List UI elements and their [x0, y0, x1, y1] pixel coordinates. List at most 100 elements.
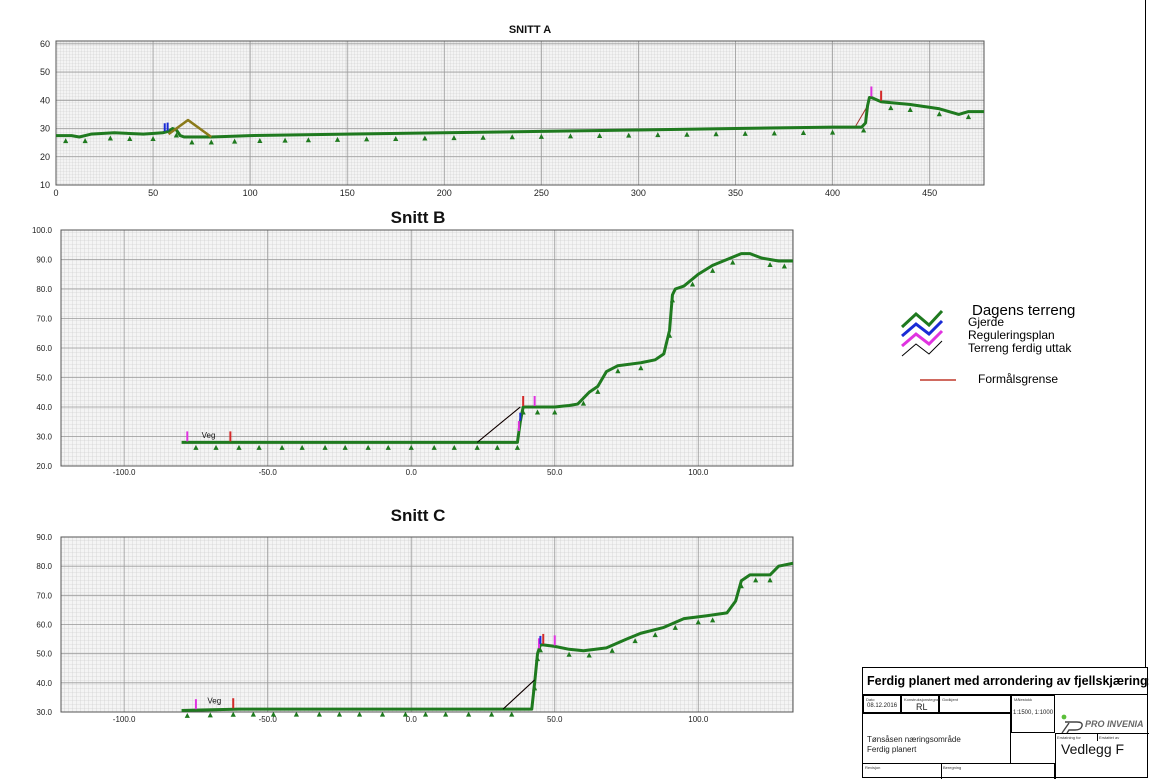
replaced-label: Erstattet av	[1099, 735, 1120, 740]
chart-0: 0 50 100 150 200 250 300 350 400 450 10 20 30 40 50 60 S…	[40, 24, 985, 198]
terrain-marker	[364, 136, 370, 142]
terrain-marker	[800, 130, 807, 136]
y-tick-label: 80.0	[36, 562, 52, 571]
terrain-marker	[443, 711, 449, 717]
terrain-marker	[322, 444, 328, 450]
date-value: 08.12.2016	[867, 703, 898, 709]
pro-invenia-logo: PRO INVENIA	[1059, 714, 1144, 734]
x-tick-label: -50.0	[259, 468, 278, 477]
drawn-cell: Konstruksjonstegnet RL	[901, 695, 940, 713]
terrain-marker	[393, 135, 399, 141]
terrain-marker	[422, 135, 428, 141]
plot-border	[60, 536, 794, 713]
legend-swatches	[900, 309, 956, 381]
x-tick-label: -50.0	[259, 715, 278, 724]
terrain-marker	[596, 133, 603, 139]
legend-label-terreng-ferdig-uttak: Terreng ferdig uttak	[968, 341, 1072, 355]
y-tick-label: 80.0	[36, 285, 52, 294]
series-line-terreng-ferdig-uttak	[502, 679, 535, 710]
terrain-marker	[965, 114, 972, 120]
terrain-marker	[293, 711, 299, 717]
legend-swatch-dagens-terreng	[900, 309, 944, 329]
scale-label: Målestokk	[1014, 697, 1033, 702]
chart-2: -100.0 -50.0 0.0 50.0 100.0 30.0 40.0 50.0 60.0 7…	[36, 506, 794, 724]
terrain-marker	[767, 262, 773, 267]
terrain-marker	[299, 444, 305, 450]
terrain-marker	[257, 137, 263, 143]
terrain-marker	[666, 332, 673, 338]
chart-title: Snitt C	[391, 506, 446, 525]
drawn-value: RL	[916, 702, 928, 712]
y-tick-label: 20.0	[36, 462, 52, 471]
series-line-dagens-terreng	[181, 561, 794, 713]
y-tick-label: 30	[40, 124, 50, 134]
terrain-marker	[684, 131, 690, 137]
bottom-row	[863, 763, 1055, 779]
terrain-marker	[279, 444, 285, 450]
terrain-marker	[888, 105, 894, 111]
logo-graphic	[1061, 714, 1083, 734]
terrain-marker	[173, 132, 179, 138]
chart-title: Snitt B	[391, 208, 446, 227]
terrain-marker	[567, 133, 574, 139]
terrain-marker	[184, 712, 190, 718]
terrain-marker	[342, 444, 348, 450]
terrain-marker	[408, 444, 414, 450]
x-tick-label: 50.0	[547, 715, 563, 724]
terrain-marker	[480, 134, 486, 140]
series-line-dagens-terreng	[181, 252, 793, 444]
y-tick-label: 30.0	[36, 433, 52, 442]
terrain-marker	[451, 444, 457, 450]
x-tick-label: 450	[922, 188, 937, 198]
y-tick-label: 100.0	[32, 226, 53, 235]
terrain-marker	[552, 409, 558, 415]
x-tick-label: 300	[631, 188, 646, 198]
drawing-no-label: Erstatning for	[1057, 735, 1081, 740]
terrain-marker	[107, 135, 113, 141]
terrain-marker	[474, 444, 480, 450]
y-tick-label: 60.0	[36, 621, 52, 630]
terrain-marker	[738, 583, 744, 589]
legend-label-dagens-terreng: Dagens terreng	[972, 302, 1076, 319]
terrain-marker	[193, 444, 199, 450]
terrain-marker	[638, 365, 644, 371]
sheet-number: Vedlegg F	[1061, 741, 1125, 757]
legend-label-reguleringsplan: Reguleringsplan	[968, 328, 1055, 342]
plot-border	[60, 229, 794, 467]
project-line-1: Tønsåsen næringsområde	[867, 735, 961, 744]
x-tick-label: 250	[534, 188, 549, 198]
terrain-marker	[655, 132, 661, 138]
y-tick-label: 70.0	[36, 591, 52, 600]
terrain-marker	[422, 711, 429, 717]
x-tick-label: 400	[825, 188, 840, 198]
terrain-marker	[713, 131, 719, 137]
terrain-marker	[451, 135, 457, 141]
title-block: Ferdig planert med arrondering av fjells…	[862, 667, 1149, 779]
terrain-marker	[385, 444, 391, 450]
terrain-marker	[305, 137, 311, 143]
y-tick-label: 20	[40, 152, 50, 162]
terrain-marker	[534, 656, 541, 662]
date-cell: Dato 08.12.2016	[863, 695, 901, 713]
scale-value: 1:1500, 1:1000	[1013, 710, 1054, 716]
terrain-marker	[379, 711, 386, 717]
terrain-marker	[615, 368, 621, 374]
y-tick-label: 50	[40, 67, 50, 77]
revision-label: Revisjon	[865, 765, 881, 770]
legend-label-gjerde: Gjerde	[968, 315, 1005, 329]
y-tick-label: 40	[40, 95, 50, 105]
annotation-label: Veg	[207, 696, 221, 705]
frame-right-border	[1145, 0, 1146, 667]
terrain-marker	[730, 259, 736, 265]
y-tick-label: 90.0	[36, 256, 52, 265]
x-tick-label: -100.0	[113, 468, 136, 477]
terrain-marker	[232, 138, 238, 144]
project-cell	[863, 713, 1011, 763]
x-tick-label: 0	[53, 188, 58, 198]
terrain-marker	[652, 632, 658, 638]
terrain-marker	[537, 647, 543, 653]
terrain-marker	[150, 135, 156, 141]
terrain-marker	[189, 139, 195, 145]
annotation-label: Veg	[202, 431, 216, 440]
